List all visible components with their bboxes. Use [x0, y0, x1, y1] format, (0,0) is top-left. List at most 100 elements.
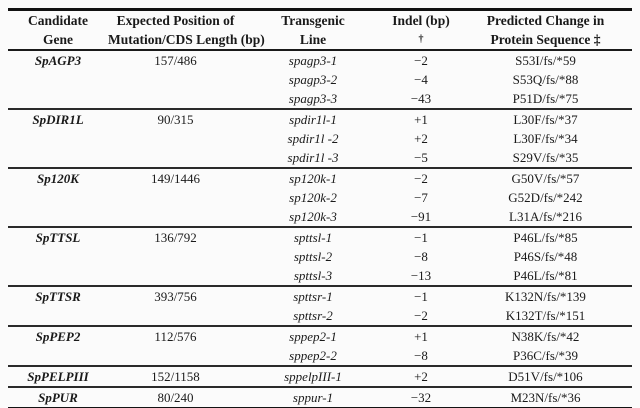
indel-cell: −13: [410, 268, 432, 283]
table-row: spttsr-2 −2 K132T/fs/*151: [8, 306, 632, 326]
protein-change-cell: S29V/fs/*35: [512, 150, 579, 165]
indel-cell: −2: [414, 308, 428, 323]
table-row: SpPUR 80/240 sppur-1 −32 M23N/fs/*36: [8, 386, 632, 408]
indel-cell: −8: [414, 249, 428, 264]
indel-cell: −2: [414, 53, 428, 68]
protein-change-cell: L30F/fs/*37: [459, 108, 632, 129]
mutation-table: Candidate Gene Expected Position of Muta…: [8, 8, 632, 408]
table-row: spagp3-3 −43 P51D/fs/*75: [8, 89, 632, 109]
table-header: Candidate Gene Expected Position of Muta…: [8, 9, 632, 51]
transgenic-line-cell: spttsl-3: [293, 268, 333, 283]
transgenic-line-cell: spdir1l -2: [287, 131, 339, 146]
protein-change-cell: P46L/fs/*85: [459, 226, 632, 247]
transgenic-line-cell: sp120k-3: [289, 209, 337, 224]
protein-change-cell: P36C/fs/*39: [512, 348, 578, 363]
gene-cell: SpTTSL: [8, 226, 108, 286]
table-row: SpTTSR 393/756 spttsr-1 −1 K132N/fs/*139: [8, 285, 632, 326]
table-row: Sp120K 149/1446 sp120k-1 −2 G50V/fs/*57: [8, 167, 632, 227]
protein-change-cell: S53Q/fs/*88: [512, 72, 579, 87]
protein-change-cell: L30F/fs/*34: [513, 131, 578, 146]
position-cell: 149/1446: [108, 167, 243, 227]
table-row: sp120k-2 −7 G52D/fs/*242: [8, 188, 632, 207]
protein-change-cell: K132N/fs/*139: [459, 285, 632, 306]
table-body: SpAGP3 157/486 spagp3-1 −2 S53I/fs/*59 spagp3…: [8, 50, 632, 408]
table-row: spdir1l -3 −5 S29V/fs/*35: [8, 148, 632, 168]
col-header-predicted-change: Predicted Change in Protein Sequence ‡: [459, 9, 632, 51]
header-line: Expected Position of: [116, 13, 235, 28]
transgenic-line-cell: spttsr-1: [243, 285, 383, 306]
transgenic-line-cell: spdir1l-1: [243, 108, 383, 129]
protein-change-cell: G52D/fs/*242: [508, 190, 583, 205]
gene-cell: SpTTSR: [8, 285, 108, 326]
transgenic-line-cell: spdir1l -3: [287, 150, 339, 165]
protein-change-cell: P46S/fs/*48: [513, 249, 578, 264]
gene-cell: Sp120K: [8, 167, 108, 227]
indel-cell: −1: [383, 226, 459, 247]
gene-cell: SpAGP3: [34, 53, 82, 68]
position-cell: 112/576: [108, 325, 243, 366]
transgenic-line-cell: spttsr-2: [293, 308, 333, 323]
header-line: Line: [299, 31, 327, 47]
indel-cell: +2: [383, 365, 459, 387]
gene-cell: SpPELPIII: [8, 365, 108, 387]
indel-cell: −8: [414, 348, 428, 363]
position-cell: 80/240: [108, 386, 243, 408]
col-header-candidate-gene: Candidate Gene: [8, 9, 108, 51]
gene-cell: SpPUR: [8, 386, 108, 408]
position-cell: 152/1158: [108, 365, 243, 387]
gene-cell: SpPEP2: [8, 325, 108, 366]
header-line: Transgenic: [281, 13, 345, 28]
header-row: Candidate Gene Expected Position of Muta…: [8, 9, 632, 51]
indel-cell: −32: [383, 386, 459, 408]
protein-change-cell: P46L/fs/*81: [513, 268, 578, 283]
header-line: Gene: [43, 31, 73, 47]
protein-change-cell: S53I/fs/*59: [515, 53, 576, 68]
position-cell: 157/486: [154, 53, 197, 68]
header-line: Candidate: [27, 13, 88, 28]
transgenic-line-cell: spagp3-2: [288, 72, 338, 87]
transgenic-line-cell: sp120k-1: [243, 167, 383, 188]
indel-cell: +1: [383, 108, 459, 129]
transgenic-line-cell: sppelpIII-1: [243, 365, 383, 387]
header-line: Mutation/CDS Length (bp): [108, 31, 265, 47]
table-row: SpAGP3 157/486 spagp3-1 −2 S53I/fs/*59: [8, 50, 632, 70]
dagger-footnote-mark: †: [418, 33, 424, 45]
table-row: spdir1l -2 +2 L30F/fs/*34: [8, 129, 632, 148]
table-row: sppep2-2 −8 P36C/fs/*39: [8, 346, 632, 366]
position-cell: 90/315: [108, 108, 243, 168]
protein-change-cell: P51D/fs/*75: [512, 91, 579, 106]
table-row: SpTTSL 136/792 spttsl-1 −1 P46L/fs/*85: [8, 226, 632, 286]
indel-cell: −5: [414, 150, 428, 165]
transgenic-line-cell: sppep2-1: [243, 325, 383, 346]
transgenic-line-cell: sppep2-2: [289, 348, 337, 363]
table-row: spagp3-2 −4 S53Q/fs/*88: [8, 70, 632, 89]
indel-cell: +1: [383, 325, 459, 346]
table-row: spttsl-2 −8 P46S/fs/*48: [8, 247, 632, 266]
transgenic-line-cell: spagp3-1: [288, 53, 338, 68]
indel-cell: −4: [414, 72, 428, 87]
col-header-transgenic-line: Transgenic Line: [243, 9, 383, 51]
transgenic-line-cell: spttsl-2: [293, 249, 333, 264]
protein-change-cell: N38K/fs/*42: [459, 325, 632, 346]
header-line: Predicted Change in: [486, 13, 605, 28]
gene-cell: SpDIR1L: [8, 108, 108, 168]
header-line: Indel (bp): [392, 13, 450, 29]
transgenic-line-cell: sppur-1: [243, 386, 383, 408]
indel-cell: −1: [383, 285, 459, 306]
protein-change-cell: K132T/fs/*151: [505, 308, 586, 323]
indel-cell: +2: [414, 131, 428, 146]
col-header-expected-position: Expected Position of Mutation/CDS Length…: [108, 9, 265, 51]
indel-cell: −2: [383, 167, 459, 188]
transgenic-line-cell: spttsl-1: [243, 226, 383, 247]
table-row: SpDIR1L 90/315 spdir1l-1 +1 L30F/fs/*37: [8, 108, 632, 168]
transgenic-line-cell: spagp3-3: [288, 91, 338, 106]
protein-change-cell: G50V/fs/*57: [459, 167, 632, 188]
indel-cell: −91: [410, 209, 432, 224]
header-line: Protein Sequence ‡: [490, 31, 601, 47]
protein-change-cell: M23N/fs/*36: [459, 386, 632, 408]
table-row: SpPEP2 112/576 sppep2-1 +1 N38K/fs/*42: [8, 325, 632, 366]
indel-cell: −7: [414, 190, 428, 205]
indel-cell: −43: [410, 91, 432, 106]
table-row: sp120k-3 −91 L31A/fs/*216: [8, 207, 632, 227]
